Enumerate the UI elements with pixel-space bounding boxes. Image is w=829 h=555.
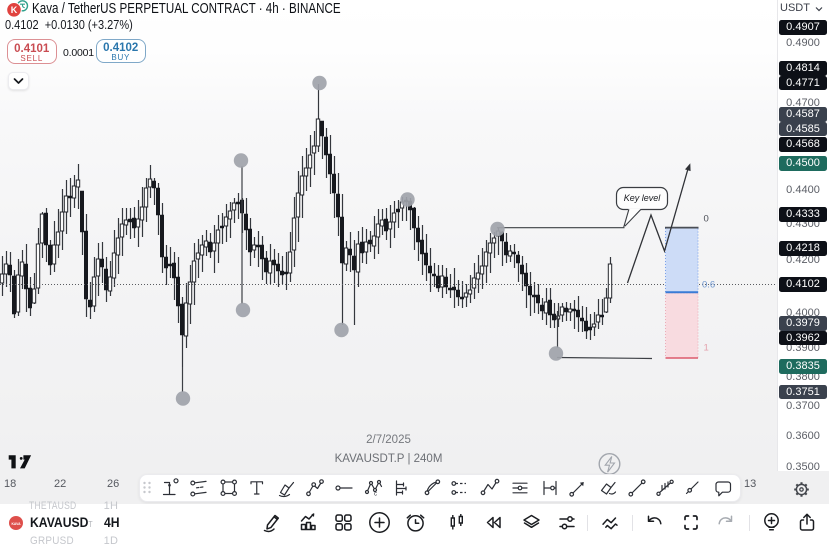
svg-text:Key level: Key level [624, 193, 662, 203]
svg-text:0.6: 0.6 [702, 280, 715, 291]
svg-text:0: 0 [704, 214, 709, 225]
svg-text:K: K [11, 5, 18, 15]
svg-text:c: c [374, 491, 377, 497]
svg-text:KAVA: KAVA [11, 521, 21, 525]
svg-text:1: 1 [704, 343, 709, 354]
